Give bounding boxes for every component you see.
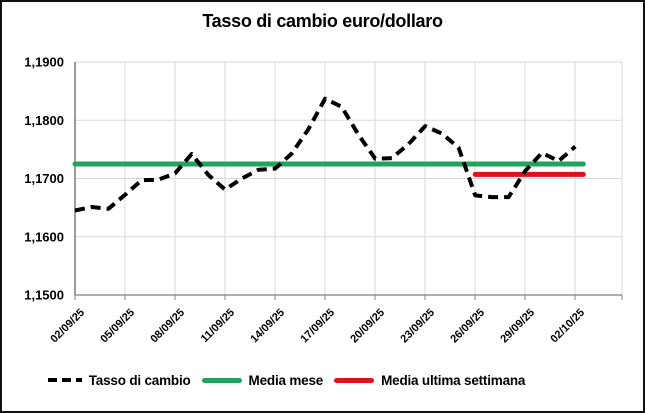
x-tick-label: 14/09/25 [248, 307, 287, 346]
x-tick-label: 17/09/25 [298, 307, 337, 346]
legend-dashed-line-sample [47, 378, 82, 382]
x-tick-label: 29/09/25 [498, 307, 537, 346]
x-tick-label: 11/09/25 [199, 307, 237, 345]
y-tick-label: 1,1800 [24, 113, 64, 128]
y-tick-label: 1,1500 [24, 288, 64, 303]
x-tick-label: 23/09/25 [398, 307, 437, 346]
x-tick-label: 20/09/25 [348, 307, 387, 346]
y-tick-label: 1,1700 [24, 171, 64, 186]
x-tick-label: 26/09/25 [448, 307, 487, 346]
legend-label: Media mese [248, 372, 324, 388]
series-tasso-di-cambio-line [74, 96, 577, 213]
x-tick-label: 05/09/25 [98, 307, 137, 346]
legend-label: Tasso di cambio [88, 372, 191, 388]
chart-title: Tasso di cambio euro/dollaro [202, 11, 443, 31]
legend-item-tasso-di-cambio: Tasso di cambio [47, 372, 191, 388]
legend-label: Media ultima settimana [381, 372, 526, 388]
legend-item-media-mese: Media mese [201, 372, 324, 388]
legend: Tasso di cambio Media mese Media ultima … [2, 364, 643, 396]
x-tick-label: 02/09/25 [48, 307, 87, 346]
legend-green-line-sample [201, 377, 242, 383]
x-tick-label: 02/10/25 [548, 307, 587, 346]
y-tick-label: 1,1900 [24, 55, 64, 70]
legend-item-media-ultima-settimana: Media ultima settimana [334, 373, 525, 388]
y-tick-label: 1,1600 [24, 229, 64, 244]
legend-red-line-sample [334, 377, 375, 383]
x-tick-label: 08/09/25 [148, 307, 187, 346]
